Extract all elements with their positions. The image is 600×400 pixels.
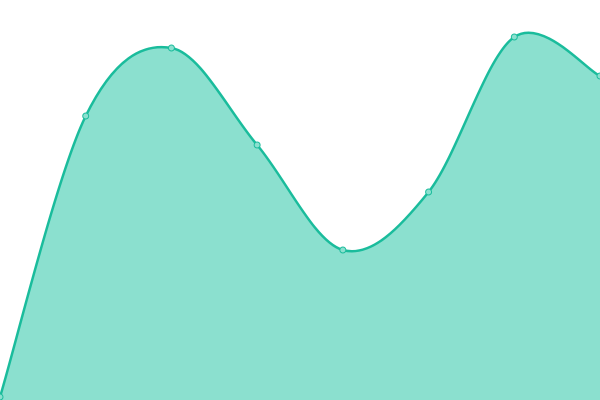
data-point-4: [339, 246, 347, 254]
data-point-0: [0, 393, 4, 400]
data-point-7: [596, 72, 600, 80]
data-point-1: [82, 112, 90, 120]
data-point-3: [253, 141, 261, 149]
series-line: [0, 31, 600, 398]
data-markers: [0, 33, 600, 400]
data-point-6: [510, 33, 518, 41]
data-point-5: [425, 188, 433, 196]
area-fill: [0, 32, 600, 400]
data-point-2: [167, 44, 175, 52]
